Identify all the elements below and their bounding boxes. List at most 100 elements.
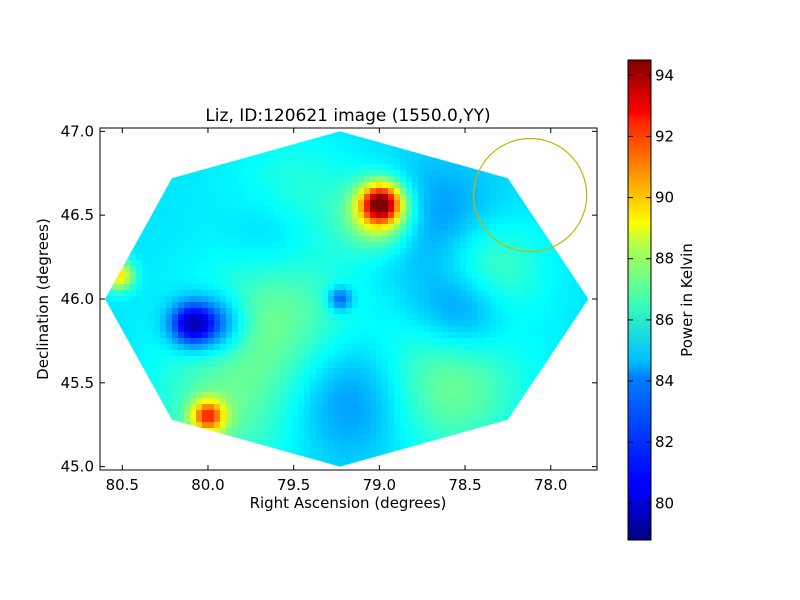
heatmap-cell [328, 218, 335, 225]
heatmap-cell [406, 248, 413, 255]
heatmap-cell [580, 230, 587, 237]
heatmap-cell [550, 248, 557, 255]
heatmap-cell [244, 434, 251, 441]
heatmap-cell [184, 176, 191, 183]
heatmap-cell [526, 434, 533, 441]
heatmap-cell [316, 404, 323, 411]
heatmap-cell [220, 380, 227, 387]
heatmap-cell [502, 320, 509, 327]
heatmap-cell [190, 374, 197, 381]
heatmap-cell [484, 200, 491, 207]
heatmap-cell [472, 446, 479, 453]
heatmap-cell [586, 392, 589, 399]
heatmap-cell [508, 212, 515, 219]
heatmap-cell [556, 332, 563, 339]
heatmap-cell [376, 308, 383, 315]
heatmap-cell [382, 428, 389, 435]
heatmap-cell [334, 332, 341, 339]
heatmap-cell [178, 440, 185, 447]
heatmap-cell [184, 212, 191, 219]
heatmap-cell [130, 194, 137, 201]
heatmap-cell [454, 332, 461, 339]
heatmap-cell [532, 314, 539, 321]
heatmap-cell [376, 386, 383, 393]
heatmap-cell [178, 284, 185, 291]
heatmap-cell [298, 170, 305, 177]
heatmap-cell [106, 206, 113, 213]
heatmap-cell [466, 398, 473, 405]
heatmap-cell [160, 398, 167, 405]
heatmap-cell [106, 440, 113, 447]
heatmap-cell [412, 410, 419, 417]
heatmap-cell [544, 200, 551, 207]
heatmap-cell [370, 266, 377, 273]
heatmap-cell [382, 368, 389, 375]
heatmap-cell [214, 278, 221, 285]
heatmap-cell [556, 338, 563, 345]
heatmap-cell [550, 284, 557, 291]
heatmap-cell [304, 296, 311, 303]
heatmap-cell [484, 386, 491, 393]
heatmap-cell [448, 422, 455, 429]
heatmap-cell [142, 374, 149, 381]
heatmap-cell [105, 206, 107, 213]
heatmap-cell [196, 146, 203, 153]
heatmap-cell [376, 422, 383, 429]
heatmap-cell [568, 422, 575, 429]
heatmap-cell [586, 146, 589, 153]
heatmap-cell [418, 266, 425, 273]
heatmap-cell [304, 314, 311, 321]
heatmap-cell [532, 434, 539, 441]
heatmap-cell [136, 446, 143, 453]
heatmap-cell [484, 368, 491, 375]
heatmap-cell [286, 302, 293, 309]
heatmap-cell [268, 356, 275, 363]
heatmap-cell [358, 380, 365, 387]
heatmap-cell [232, 134, 239, 141]
heatmap-cell [370, 332, 377, 339]
heatmap-cell [538, 440, 545, 447]
heatmap-cell [226, 158, 233, 165]
heatmap-cell [172, 290, 179, 297]
heatmap-cell [442, 308, 449, 315]
heatmap-cell [502, 176, 509, 183]
heatmap-cell [532, 194, 539, 201]
heatmap-cell [226, 170, 233, 177]
heatmap-cell [184, 350, 191, 357]
heatmap-cell [376, 218, 383, 225]
heatmap-cell [268, 146, 275, 153]
heatmap-cell [448, 146, 455, 153]
heatmap-cell [460, 338, 467, 345]
heatmap-cell [208, 296, 215, 303]
heatmap-cell [394, 218, 401, 225]
heatmap-cell [502, 200, 509, 207]
heatmap-cell [544, 374, 551, 381]
heatmap-cell [460, 176, 467, 183]
heatmap-cell [244, 212, 251, 219]
heatmap-cell [262, 146, 269, 153]
heatmap-cell [370, 398, 377, 405]
heatmap-cell [418, 374, 425, 381]
heatmap-cell [424, 140, 431, 147]
heatmap-cell [340, 164, 347, 171]
heatmap-cell [286, 392, 293, 399]
heatmap-cell [448, 410, 455, 417]
heatmap-cell [196, 236, 203, 243]
heatmap-cell [556, 422, 563, 429]
heatmap-cell [286, 194, 293, 201]
heatmap-cell [226, 374, 233, 381]
heatmap-cell [160, 284, 167, 291]
heatmap-cell [508, 434, 515, 441]
heatmap-cell [436, 416, 443, 423]
heatmap-cell [184, 446, 191, 453]
heatmap-cell [418, 458, 425, 465]
heatmap-cell [148, 182, 155, 189]
heatmap-cell [112, 254, 119, 261]
heatmap-cell [340, 446, 347, 453]
heatmap-cell [160, 362, 167, 369]
heatmap-cell [562, 242, 569, 249]
heatmap-cell [400, 146, 407, 153]
heatmap-cell [124, 266, 131, 273]
heatmap-cell [256, 212, 263, 219]
heatmap-cell [130, 290, 137, 297]
